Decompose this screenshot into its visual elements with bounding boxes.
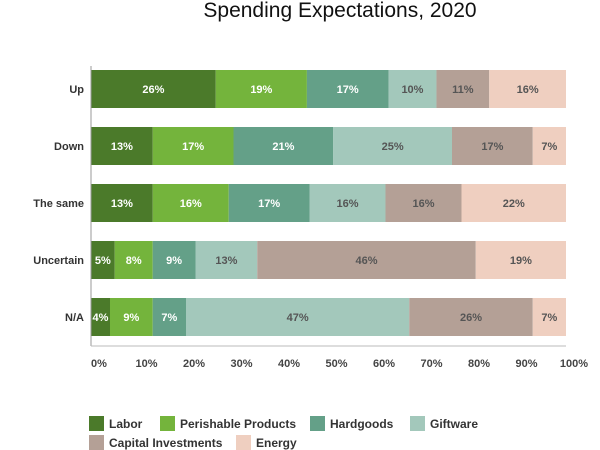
bar-segment (333, 127, 452, 165)
bar-segment (532, 298, 566, 336)
bar-segment (409, 298, 533, 336)
data-label: 16% (517, 84, 539, 96)
bar-segment (475, 241, 566, 279)
x-tick-label: 0% (91, 358, 107, 370)
legend: Labor Perishable Products Hardgoods Giftwar… (89, 416, 478, 450)
x-tick-label: 100% (560, 358, 588, 370)
bar-segment (257, 241, 476, 279)
bar-segment (195, 241, 258, 279)
bar-segment (91, 127, 153, 165)
bar-segment (91, 241, 115, 279)
x-axis: 0% 10% 20% 30% 40% 50% 60% 70% 80% 90% 100% (90, 66, 588, 370)
bar-segment (309, 184, 386, 222)
x-tick-label: 80% (468, 358, 490, 370)
data-label: 17% (481, 141, 503, 153)
legend-label: Capital Investments (109, 436, 223, 450)
data-label: 7% (541, 141, 557, 153)
data-label: 26% (142, 84, 164, 96)
data-label: 17% (182, 141, 204, 153)
legend-label: Energy (256, 436, 297, 450)
chart-title: Spending Expectations, 2020 (203, 0, 476, 22)
bar-segment (306, 70, 389, 108)
bar-segment (114, 241, 153, 279)
category-label: The same (33, 198, 84, 210)
data-label: 11% (452, 84, 474, 96)
data-label: 16% (180, 198, 202, 210)
x-tick-label: 50% (325, 358, 347, 370)
bar-segment (91, 184, 153, 222)
x-tick-label: 60% (373, 358, 395, 370)
data-label: 46% (355, 255, 377, 267)
data-label: 22% (503, 198, 525, 210)
category-label: Down (54, 141, 84, 153)
data-label: 13% (111, 198, 133, 210)
legend-swatch (89, 416, 104, 431)
bar-segment (91, 70, 216, 108)
bar-segment (452, 127, 533, 165)
x-tick-label: 90% (515, 358, 537, 370)
x-tick-label: 30% (230, 358, 252, 370)
bar-segment (461, 184, 566, 222)
legend-swatch (410, 416, 425, 431)
legend-swatch (310, 416, 325, 431)
legend-label: Labor (109, 417, 143, 431)
x-tick-label: 70% (420, 358, 442, 370)
x-tick-label: 40% (278, 358, 300, 370)
bar-segment (436, 70, 490, 108)
bar-segment (385, 184, 462, 222)
data-label: 16% (336, 198, 358, 210)
data-label: 17% (258, 198, 280, 210)
data-label: 5% (95, 255, 111, 267)
data-label: 7% (541, 312, 557, 324)
legend-swatch (236, 435, 251, 450)
data-label: 21% (272, 141, 294, 153)
bar-segment (228, 184, 310, 222)
bar-segment (110, 298, 153, 336)
data-label: 17% (337, 84, 359, 96)
x-tick-label: 20% (183, 358, 205, 370)
data-label: 8% (126, 255, 142, 267)
category-label: N/A (65, 312, 84, 324)
data-label: 10% (401, 84, 423, 96)
category-label: Up (69, 84, 84, 96)
bar-segment (152, 127, 234, 165)
bar-segment (532, 127, 566, 165)
bar-segment (91, 298, 110, 336)
bar-segment (152, 241, 196, 279)
data-label: 9% (166, 255, 182, 267)
bars-group: Up 26% 19% 17% 10% 11% 16% Down 13% 17% 21% 25% 17% 7… (33, 70, 566, 336)
data-label: 13% (111, 141, 133, 153)
legend-label: Perishable Products (180, 417, 296, 431)
legend-label: Hardgoods (330, 417, 394, 431)
legend-label: Giftware (430, 417, 478, 431)
bar-segment (215, 70, 307, 108)
data-label: 7% (161, 312, 177, 324)
category-label: Uncertain (33, 255, 84, 267)
bar-segment (152, 184, 229, 222)
data-label: 47% (287, 312, 309, 324)
data-label: 4% (93, 312, 109, 324)
data-label: 19% (510, 255, 532, 267)
data-label: 13% (215, 255, 237, 267)
legend-swatch (89, 435, 104, 450)
data-label: 16% (412, 198, 434, 210)
data-label: 19% (250, 84, 272, 96)
bar-segment (388, 70, 437, 108)
data-label: 26% (460, 312, 482, 324)
x-tick-label: 10% (135, 358, 157, 370)
legend-swatch (160, 416, 175, 431)
bar-segment (152, 298, 186, 336)
bar-segment (489, 70, 566, 108)
bar-segment (233, 127, 334, 165)
data-label: 9% (123, 312, 139, 324)
data-label: 25% (382, 141, 404, 153)
bar-segment (186, 298, 410, 336)
